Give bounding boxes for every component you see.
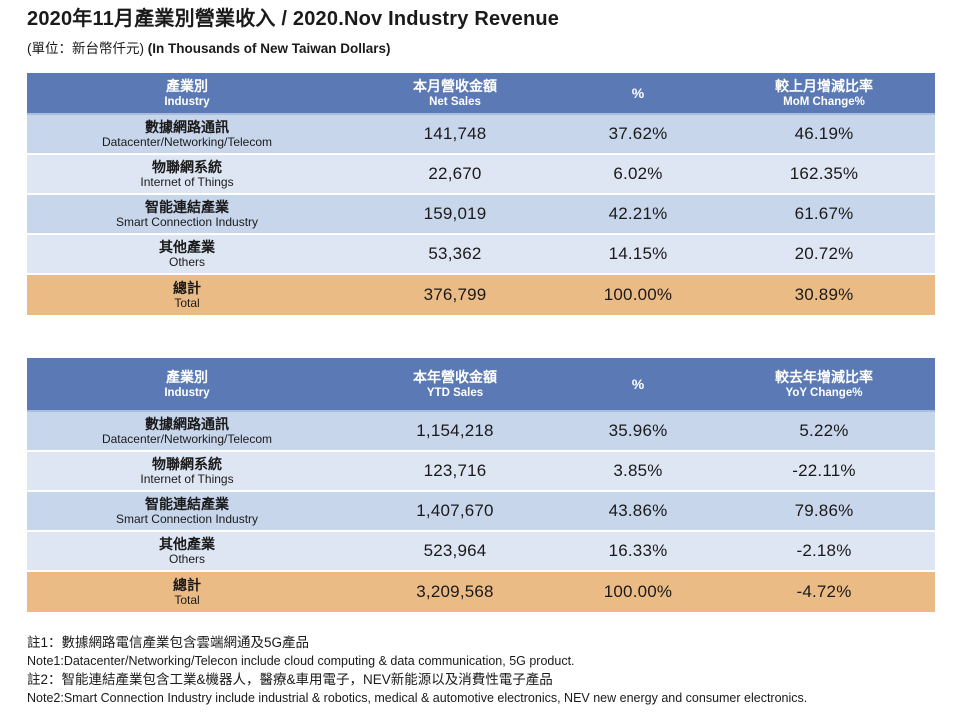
- net-sales-value: 159,019: [423, 204, 487, 223]
- ytd-sales-value: 1,407,670: [416, 501, 494, 520]
- table-row-iot: 物聯網系統 Internet of Things 22,670 6.02% 16…: [27, 155, 935, 195]
- industry-cell: 其他產業 Others: [27, 235, 347, 273]
- industry-label-en: Smart Connection Industry: [115, 215, 259, 229]
- table-row-others: 其他產業 Others 523,964 16.33% -2.18%: [27, 532, 935, 572]
- industry-label-zh: 其他產業: [159, 239, 215, 255]
- industry-label-en: Internet of Things: [140, 472, 234, 486]
- yoy-change-value: 5.22%: [799, 421, 849, 440]
- industry-label-zh: 數據網路通訊: [145, 119, 229, 135]
- column-header-yoy-change: 較去年增減比率 YoY Change%: [775, 368, 873, 399]
- mom-change-value: 46.19%: [794, 124, 854, 143]
- industry-label-zh: 物聯網系統: [152, 456, 222, 472]
- industry-cell: 智能連結產業 Smart Connection Industry: [27, 492, 347, 530]
- table-row-total: 總計 Total 376,799 100.00% 30.89%: [27, 275, 935, 315]
- industry-cell: 其他產業 Others: [27, 532, 347, 570]
- industry-label-en: Internet of Things: [140, 175, 234, 189]
- industry-label-zh: 數據網路通訊: [145, 416, 229, 432]
- total-label-zh: 總計: [173, 577, 201, 593]
- column-header-ytd-sales: 本年營收金額 YTD Sales: [413, 368, 497, 399]
- net-sales-value: 53,362: [428, 244, 482, 263]
- net-sales-value: 22,670: [428, 164, 482, 183]
- percent-value: 35.96%: [608, 421, 668, 440]
- subtitle-unit-en: (In Thousands of New Taiwan Dollars): [147, 41, 391, 56]
- industry-label-zh: 智能連結產業: [145, 199, 229, 215]
- industry-cell: 物聯網系統 Internet of Things: [27, 155, 347, 193]
- note2-en: Note2:Smart Connection Industry include …: [27, 691, 808, 705]
- industry-label-zh: 物聯網系統: [152, 159, 222, 175]
- industry-label-en: Others: [168, 255, 205, 269]
- percent-total-value: 100.00%: [603, 285, 673, 304]
- table-row-smart-connection: 智能連結產業 Smart Connection Industry 1,407,6…: [27, 492, 935, 532]
- footnotes: 註1：數據網路電信產業包含雲端網通及5G產品 Note1:Datacenter/…: [27, 633, 935, 707]
- percent-value: 6.02%: [613, 164, 663, 183]
- industry-cell: 總計 Total: [27, 572, 347, 612]
- table-row-smart-connection: 智能連結產業 Smart Connection Industry 159,019…: [27, 195, 935, 235]
- industry-label-zh: 其他產業: [159, 536, 215, 552]
- note1-en: Note1:Datacenter/Networking/Telecon incl…: [27, 654, 575, 668]
- industry-label-en: Datacenter/Networking/Telecom: [101, 432, 273, 446]
- total-label-zh: 總計: [173, 280, 201, 296]
- net-sales-total-value: 376,799: [423, 285, 487, 304]
- percent-value: 43.86%: [608, 501, 668, 520]
- mom-change-total-value: 30.89%: [794, 285, 854, 304]
- column-header-mom-change: 較上月增減比率 MoM Change%: [775, 77, 873, 108]
- percent-value: 14.15%: [608, 244, 668, 263]
- industry-cell: 智能連結產業 Smart Connection Industry: [27, 195, 347, 233]
- percent-total-value: 100.00%: [603, 582, 673, 601]
- page-subtitle: (單位：新台幣仟元) (In Thousands of New Taiwan D…: [27, 39, 935, 58]
- table-row-datacenter: 數據網路通訊 Datacenter/Networking/Telecom 1,1…: [27, 412, 935, 452]
- percent-value: 3.85%: [613, 461, 663, 480]
- percent-value: 42.21%: [608, 204, 668, 223]
- total-label-en: Total: [174, 296, 200, 310]
- industry-cell: 物聯網系統 Internet of Things: [27, 452, 347, 490]
- yoy-change-total-value: -4.72%: [796, 582, 852, 601]
- table-row-datacenter: 數據網路通訊 Datacenter/Networking/Telecom 141…: [27, 115, 935, 155]
- yoy-change-value: 79.86%: [794, 501, 854, 520]
- column-header-industry: 產業別 Industry: [164, 77, 210, 108]
- ytd-sales-value: 123,716: [423, 461, 487, 480]
- column-header-net-sales: 本月營收金額 Net Sales: [413, 77, 497, 108]
- industry-cell: 數據網路通訊 Datacenter/Networking/Telecom: [27, 412, 347, 450]
- mom-change-value: 162.35%: [789, 164, 859, 183]
- ytd-sales-total-value: 3,209,568: [416, 582, 494, 601]
- table-row-total: 總計 Total 3,209,568 100.00% -4.72%: [27, 572, 935, 612]
- industry-cell: 數據網路通訊 Datacenter/Networking/Telecom: [27, 115, 347, 153]
- ytd-sales-value: 1,154,218: [416, 421, 494, 440]
- industry-cell: 總計 Total: [27, 275, 347, 315]
- column-header-percent: %: [631, 84, 645, 101]
- yoy-change-value: -22.11%: [792, 461, 856, 480]
- column-header-percent: %: [631, 375, 645, 392]
- column-header-industry: 產業別 Industry: [164, 368, 210, 399]
- percent-value: 37.62%: [608, 124, 668, 143]
- mom-change-value: 20.72%: [794, 244, 854, 263]
- industry-label-zh: 智能連結產業: [145, 496, 229, 512]
- mom-change-value: 61.67%: [794, 204, 854, 223]
- table-row-others: 其他產業 Others 53,362 14.15% 20.72%: [27, 235, 935, 275]
- industry-label-en: Datacenter/Networking/Telecom: [101, 135, 273, 149]
- total-label-en: Total: [174, 593, 200, 607]
- percent-value: 16.33%: [608, 541, 668, 560]
- industry-label-en: Others: [168, 552, 205, 566]
- subtitle-unit-zh: (單位：新台幣仟元): [27, 41, 144, 56]
- industry-label-en: Smart Connection Industry: [115, 512, 259, 526]
- table-row-iot: 物聯網系統 Internet of Things 123,716 3.85% -…: [27, 452, 935, 492]
- net-sales-value: 141,748: [423, 124, 487, 143]
- yoy-change-value: -2.18%: [796, 541, 852, 560]
- note1-zh: 註1：數據網路電信產業包含雲端網通及5G產品: [27, 635, 310, 650]
- ytd-revenue-table: 產業別 Industry 本年營收金額 YTD Sales % 較去年增減比率 …: [27, 358, 935, 612]
- page-title: 2020年11月產業別營業收入 / 2020.Nov Industry Reve…: [27, 8, 560, 30]
- monthly-table-header: 產業別 Industry 本月營收金額 Net Sales % 較上月增減比率 …: [27, 73, 935, 115]
- note2-zh: 註2：智能連結產業包含工業&機器人，醫療&車用電子，NEV新能源以及消費性電子產…: [27, 672, 553, 687]
- ytd-table-header: 產業別 Industry 本年營收金額 YTD Sales % 較去年增減比率 …: [27, 358, 935, 412]
- ytd-sales-value: 523,964: [423, 541, 487, 560]
- monthly-revenue-table: 產業別 Industry 本月營收金額 Net Sales % 較上月增減比率 …: [27, 73, 935, 315]
